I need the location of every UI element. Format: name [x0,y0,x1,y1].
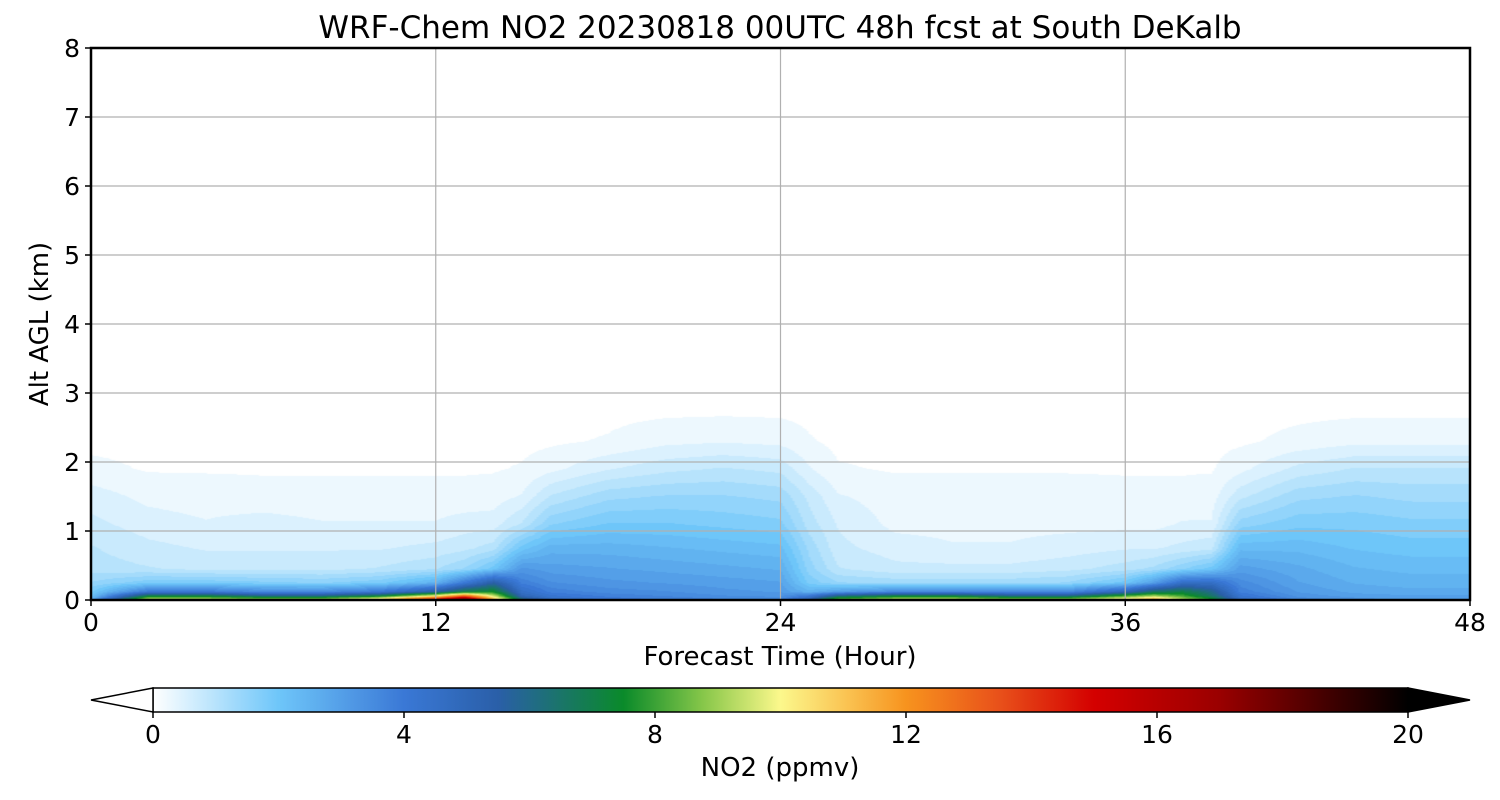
colorbar-tick-label: 4 [396,720,412,749]
chart-title: WRF-Chem NO2 20230818 00UTC 48h fcst at … [318,10,1241,46]
colorbar-tick-label: 0 [145,720,161,749]
x-tick-label: 0 [83,608,99,637]
y-tick-label: 3 [64,379,80,408]
x-tick-label: 12 [420,608,452,637]
y-tick-label: 4 [64,310,80,339]
x-axis-ticks: 0 12 24 36 48 [83,600,1486,637]
colorbar-tick-label: 20 [1392,720,1424,749]
y-tick-label: 5 [64,241,80,270]
colorbar-min-arrow [90,687,154,713]
y-tick-label: 7 [64,103,80,132]
colorbar-ticks: 0 4 8 12 16 20 [145,712,1424,749]
colorbar-label: NO2 (ppmv) [701,753,860,783]
x-axis-label: Forecast Time (Hour) [643,642,916,672]
y-tick-label: 0 [64,586,80,615]
y-tick-label: 1 [64,517,80,546]
grid-lines [91,48,1470,600]
x-tick-label: 24 [765,608,797,637]
colorbar-tick-label: 16 [1141,720,1173,749]
colorbar-max-arrow [1407,687,1471,713]
y-axis-label: Alt AGL (km) [25,242,55,406]
colorbar-tick-label: 8 [647,720,663,749]
x-tick-label: 36 [1109,608,1141,637]
colorbar: 0 4 8 12 16 20 NO2 (ppmv) [90,687,1471,783]
y-tick-label: 8 [64,34,80,63]
y-tick-label: 6 [64,172,80,201]
colorbar-tick-label: 12 [890,720,922,749]
y-axis-ticks: 0 1 2 3 4 5 6 7 8 [64,34,91,615]
y-tick-label: 2 [64,448,80,477]
colorbar-bar [152,687,1409,713]
x-tick-label: 48 [1454,608,1486,637]
